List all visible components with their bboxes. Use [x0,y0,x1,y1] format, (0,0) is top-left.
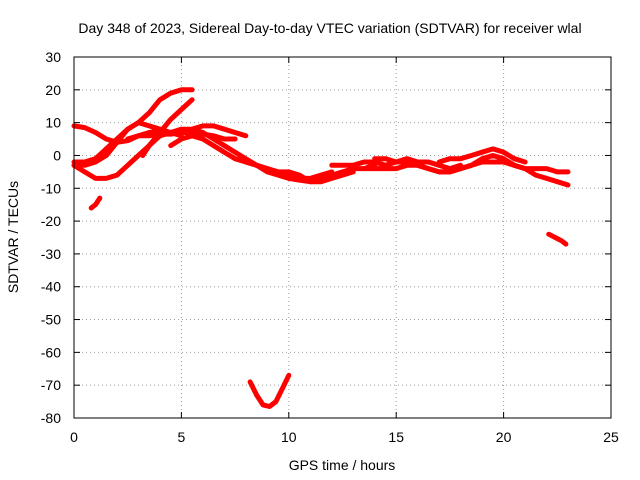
series-line-j [243,159,378,185]
series-line-o [436,146,528,165]
series-line-f [125,130,238,142]
y-tick-label: -10 [41,180,61,196]
series-line-g [140,97,195,158]
x-tick-label: 20 [496,429,512,445]
x-tick-label: 15 [388,429,404,445]
series-line-k [247,372,292,409]
chart-title: Day 348 of 2023, Sidereal Day-to-day VTE… [78,20,581,36]
y-tick-label: 0 [53,147,61,163]
series-group [71,87,571,409]
y-tick-label: -60 [41,344,61,360]
plot-frame [73,56,612,419]
y-tick-label: 10 [45,115,61,131]
x-tick-label: 5 [178,429,186,445]
y-tick-label: -50 [41,312,61,328]
axis-ticks: 0 5 10 15 20 25 -80 -70 -60 -50 -40 -30 -20 -10 0 10 20 3… [41,49,619,445]
grid [74,57,611,418]
y-tick-label: -20 [41,213,61,229]
y-tick-label: -80 [41,410,61,426]
series-line-b [71,126,206,181]
series-line-i [200,130,356,185]
y-tick-label: -70 [41,377,61,393]
x-tick-label: 0 [70,429,78,445]
x-tick-label: 25 [603,429,619,445]
y-tick-label: -30 [41,246,61,262]
y-tick-label: -40 [41,279,61,295]
series-line-e [88,195,103,211]
series-line-p [546,231,569,247]
series-line-h [168,133,335,181]
y-axis-label: SDTVAR / TECUs [5,181,21,293]
x-tick-label: 10 [281,429,297,445]
y-tick-label: 20 [45,82,61,98]
x-axis-label: GPS time / hours [289,457,396,473]
y-tick-label: 30 [45,49,61,65]
series-line-n [372,156,571,188]
